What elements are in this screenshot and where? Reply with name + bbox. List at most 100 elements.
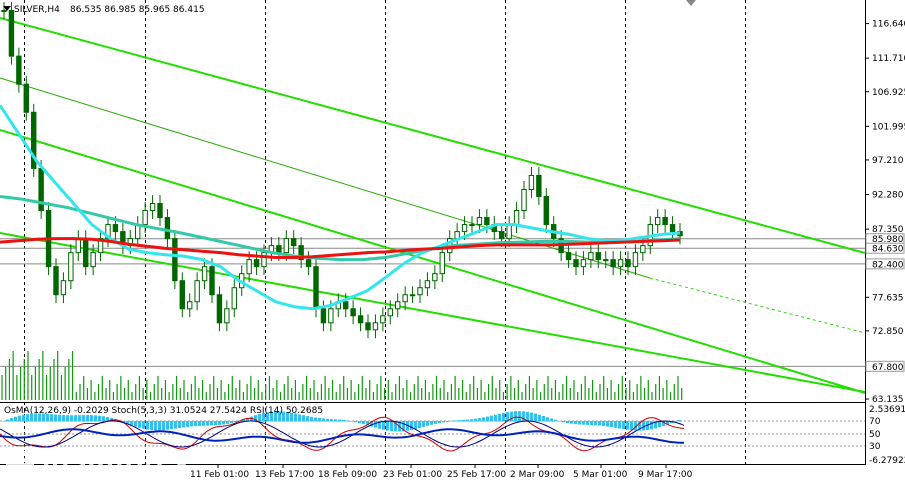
candle-body xyxy=(224,308,230,324)
osma-bar xyxy=(518,411,521,422)
osma-bar xyxy=(286,412,289,422)
osma-bar xyxy=(38,413,41,422)
price-level-box xyxy=(865,360,905,372)
date-label: 13 Feb 17:00 xyxy=(255,470,314,480)
osma-bar xyxy=(322,418,325,422)
volume-bars xyxy=(1,351,683,400)
osma-bar xyxy=(26,414,29,422)
candle-body xyxy=(424,280,431,289)
osma-bar xyxy=(486,416,489,422)
candle-body xyxy=(402,294,408,303)
candle-body xyxy=(68,252,74,282)
candle-body xyxy=(209,266,215,296)
osma-bar xyxy=(590,421,593,426)
osma-bar xyxy=(410,421,413,431)
price-tick-label: 87.350 xyxy=(872,225,904,235)
osma-bar xyxy=(134,421,137,427)
candle-body xyxy=(172,238,178,282)
osma-bar xyxy=(474,418,477,422)
osma-bar xyxy=(570,421,573,424)
osma-bar xyxy=(594,421,597,426)
price-level-label: 67.800 xyxy=(872,363,904,373)
candle-body xyxy=(528,174,535,190)
osma-bar xyxy=(154,421,157,431)
stoch-signal-line xyxy=(0,416,685,452)
candle-body xyxy=(90,252,96,268)
candle-body xyxy=(513,210,520,226)
candle-body xyxy=(662,217,668,226)
osma-bar xyxy=(346,420,349,422)
osma-bar xyxy=(182,421,185,428)
osma-bar xyxy=(146,421,149,430)
osma-bar xyxy=(430,421,433,425)
osma-bar xyxy=(558,420,561,422)
candle-body xyxy=(625,259,631,268)
osma-bar xyxy=(254,415,257,422)
osma-bar xyxy=(62,415,65,422)
osma-bar xyxy=(514,411,517,422)
osma-bar xyxy=(434,421,437,424)
candle-body xyxy=(194,280,200,303)
main-pane[interactable] xyxy=(0,0,866,465)
candle-body xyxy=(75,238,81,254)
osma-bar xyxy=(362,421,365,425)
ema-teal-line xyxy=(0,195,681,262)
osma-bar xyxy=(338,419,341,422)
osma-bar xyxy=(330,419,333,422)
candle-body xyxy=(476,217,483,226)
osma-bar xyxy=(586,421,589,425)
candle-body xyxy=(8,10,15,57)
price-level-box xyxy=(865,242,905,254)
osma-bar xyxy=(282,411,285,422)
date-label: 2 Mar 09:00 xyxy=(510,470,565,480)
osma-bar xyxy=(626,421,629,430)
indicator-tick-label: 2.53691 xyxy=(869,405,905,415)
osma-bar xyxy=(610,421,613,428)
osma-bar xyxy=(358,421,361,424)
osma-bar xyxy=(614,421,617,428)
osma-bar xyxy=(374,421,377,428)
osma-bar xyxy=(354,421,357,423)
osma-bar xyxy=(270,411,273,422)
osma-bar xyxy=(446,421,449,422)
osma-bar xyxy=(578,421,581,425)
symbol-dropdown-icon[interactable] xyxy=(3,6,11,11)
candle-body xyxy=(536,174,542,197)
osma-bar xyxy=(630,421,633,431)
channel-line xyxy=(0,129,866,394)
candle-body xyxy=(580,259,587,268)
osma-bar xyxy=(670,421,673,424)
candle-body xyxy=(97,238,104,254)
candle-body xyxy=(112,224,119,233)
candle-body xyxy=(409,294,416,297)
candle-body xyxy=(31,111,37,169)
osma-bar xyxy=(186,421,189,427)
date-axis: 11 Feb 01:00 13 Feb 17:00 18 Feb 09:00 23 F… xyxy=(190,464,693,480)
osma-bar xyxy=(534,413,537,422)
indicator-tick-label: 50 xyxy=(869,430,881,440)
osma-bar xyxy=(530,412,533,422)
candle-body xyxy=(357,315,364,324)
osma-bar xyxy=(122,421,125,423)
osma-bar xyxy=(438,421,441,424)
osma-bar xyxy=(130,421,133,426)
osma-bar xyxy=(278,411,281,422)
osma-bar xyxy=(250,416,253,422)
indicator-pane[interactable] xyxy=(0,411,865,452)
osma-bar xyxy=(654,421,657,429)
osma-bar xyxy=(150,421,153,431)
osma-bar xyxy=(386,421,389,431)
osma-bar xyxy=(598,421,601,426)
osma-bar xyxy=(326,418,329,422)
osma-bar xyxy=(490,415,493,422)
osma-bar xyxy=(34,413,37,422)
trend-channels xyxy=(0,17,866,394)
scroll-marker-icon[interactable] xyxy=(686,0,696,6)
price-level-label: 85.980 xyxy=(872,235,904,245)
osma-bar xyxy=(162,421,165,431)
osma-bar xyxy=(442,421,445,423)
osma-bar xyxy=(10,418,13,422)
price-level-box xyxy=(865,258,905,270)
candle-body xyxy=(610,259,616,268)
candle-body xyxy=(23,83,29,113)
